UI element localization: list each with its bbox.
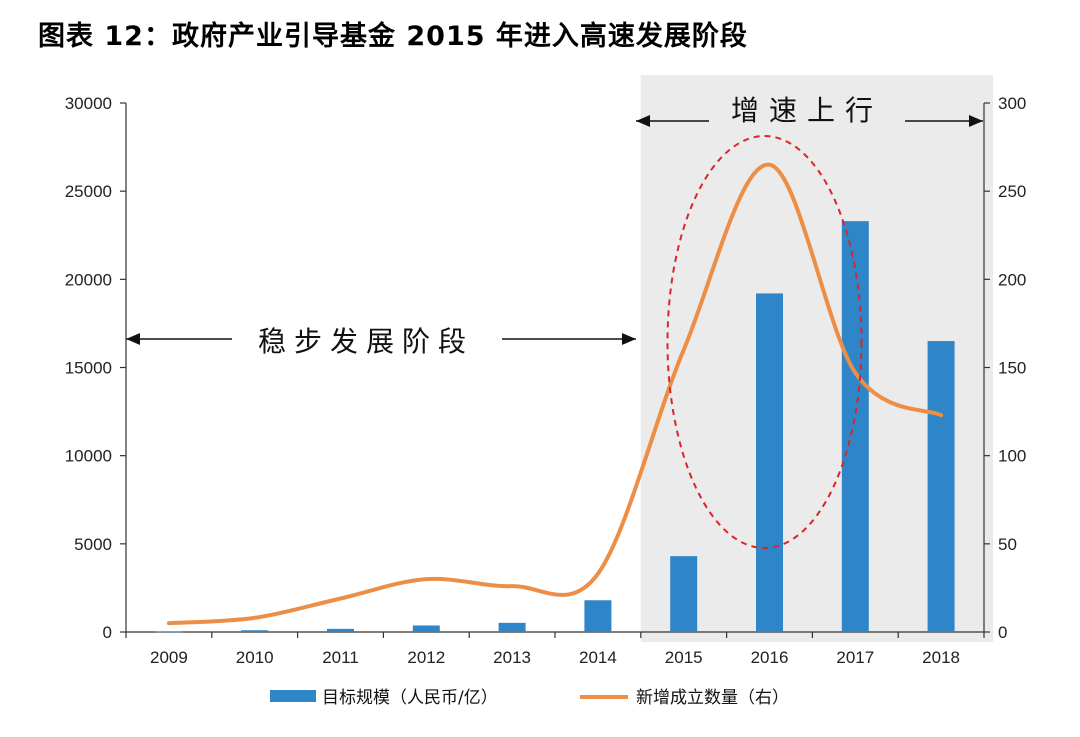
left-tick-label: 20000 (65, 270, 112, 289)
bar (670, 556, 698, 632)
legend: 目标规模（人民币/亿） 新增成立数量（右） (270, 688, 789, 708)
legend-bar-swatch (270, 690, 316, 702)
bar (756, 293, 783, 632)
left-tick-label: 15000 (65, 359, 112, 378)
x-tick-label: 2011 (322, 648, 359, 667)
x-tick-label: 2014 (579, 648, 617, 667)
x-tick-label: 2018 (922, 648, 960, 667)
bar (841, 221, 869, 633)
bar (155, 631, 183, 633)
bar (327, 628, 354, 632)
right-tick-label: 250 (998, 182, 1026, 201)
annotations: 稳步发展阶段 增速上行 (126, 94, 983, 358)
right-tick-label: 50 (998, 535, 1017, 554)
right-tick-label: 100 (998, 447, 1026, 466)
x-tick-label: 2016 (751, 648, 789, 667)
bar (412, 625, 440, 632)
bar (584, 600, 612, 632)
growth-phase-arrowhead-left (636, 115, 650, 127)
bar (241, 630, 269, 632)
axes: 0 5000 10000 15000 20000 25000 30000 0 50 100 150 2… (65, 94, 1027, 667)
bar (498, 622, 526, 632)
legend-bar-label: 目标规模（人民币/亿） (322, 688, 498, 708)
x-tick-label: 2017 (836, 648, 874, 667)
right-tick-label: 200 (998, 270, 1026, 289)
x-tick-label: 2009 (150, 648, 188, 667)
x-tick-label: 2015 (665, 648, 703, 667)
x-tick-label: 2013 (493, 648, 531, 667)
bar-series (155, 221, 955, 633)
bar (927, 341, 955, 632)
page-title: 图表 12：政府产业引导基金 2015 年进入高速发展阶段 (38, 21, 748, 52)
x-tick-label: 2010 (236, 648, 274, 667)
steady-phase-label: 稳步发展阶段 (258, 325, 474, 358)
steady-phase-arrowhead-right (622, 333, 636, 345)
steady-phase-arrowhead-left (126, 333, 140, 345)
legend-line-label: 新增成立数量（右） (636, 688, 789, 708)
x-tick-label: 2012 (407, 648, 445, 667)
left-tick-label: 5000 (74, 535, 112, 554)
right-tick-label: 0 (998, 623, 1007, 642)
right-tick-label: 150 (998, 359, 1026, 378)
growth-phase-arrowhead-right (969, 115, 983, 127)
peak-highlight-ellipse (666, 135, 863, 549)
left-tick-label: 0 (103, 623, 112, 642)
left-tick-label: 25000 (65, 182, 112, 201)
growth-phase-label: 增速上行 (731, 94, 883, 127)
line-series (166, 162, 944, 626)
left-tick-label: 10000 (65, 447, 112, 466)
left-tick-label: 30000 (65, 94, 112, 113)
right-tick-label: 300 (998, 94, 1026, 113)
